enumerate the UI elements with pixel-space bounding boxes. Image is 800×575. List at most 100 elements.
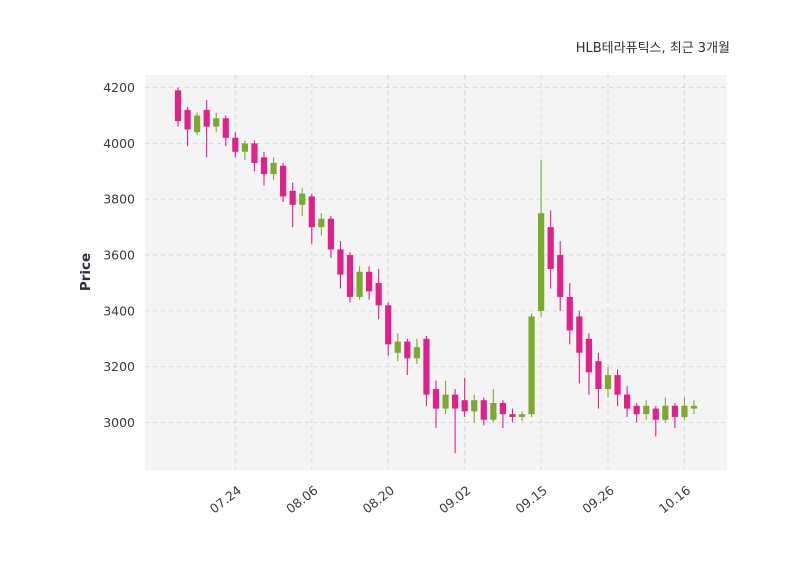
candle-down <box>499 400 506 429</box>
candle-down <box>595 352 602 409</box>
candle-down <box>671 403 678 429</box>
y-tick-label: 3600 <box>103 248 135 263</box>
candle-down <box>633 403 640 423</box>
candle-body <box>480 400 487 420</box>
candle-body <box>260 157 268 175</box>
x-tick-label: 07.24 <box>207 483 244 517</box>
candle-up <box>528 313 535 417</box>
candle-down <box>576 310 583 384</box>
candle-body <box>308 196 315 228</box>
x-tick-label: 09.15 <box>513 483 550 517</box>
candle-down <box>289 182 296 228</box>
y-tick-label: 3400 <box>103 303 135 318</box>
candle-body <box>614 375 621 395</box>
candle-body <box>566 296 573 331</box>
y-tick-label: 3200 <box>103 359 135 374</box>
candle-up <box>413 338 420 364</box>
candle-body <box>671 405 678 417</box>
candle-down <box>480 397 487 426</box>
candle-body <box>547 227 554 270</box>
candle-down <box>366 266 373 300</box>
chart-title: HLB테라퓨틱스, 최근 3개월 <box>576 41 730 56</box>
candle-body <box>662 405 669 420</box>
candle-body <box>633 405 640 415</box>
candle-up <box>681 397 688 420</box>
candle-body <box>471 400 478 412</box>
candle-down <box>509 408 516 423</box>
candle-down <box>547 210 554 289</box>
candle-body <box>604 375 612 390</box>
candle-body <box>652 408 659 420</box>
candle-down <box>385 302 392 356</box>
candle-up <box>518 411 526 422</box>
candle-down <box>184 107 191 147</box>
candle-body <box>643 405 650 415</box>
y-tick-label: 3000 <box>103 415 135 430</box>
candle-down <box>203 100 210 158</box>
candles-layer <box>174 87 698 454</box>
candle-up <box>604 366 612 398</box>
candle-body <box>432 389 440 409</box>
x-tick-label: 08.06 <box>283 483 320 517</box>
candle-down <box>337 241 344 289</box>
y-tick-label: 4200 <box>103 80 135 95</box>
candle-body <box>318 218 325 228</box>
candle-up <box>241 140 248 161</box>
candle-body <box>404 341 411 359</box>
candle-body <box>203 109 210 127</box>
candle-body <box>576 316 583 353</box>
candle-body <box>452 394 459 409</box>
candle-body <box>270 162 277 175</box>
candle-up <box>194 112 201 136</box>
x-tick-label: 09.26 <box>579 483 616 517</box>
candle-up <box>213 112 220 133</box>
candle-up <box>662 397 669 423</box>
candle-down <box>327 215 334 258</box>
candle-up <box>318 213 325 236</box>
candle-body <box>690 405 698 409</box>
candle-body <box>518 414 526 417</box>
candle-down <box>404 338 411 376</box>
candle-down <box>346 252 354 303</box>
candle-body <box>509 414 516 417</box>
candle-up <box>442 380 449 415</box>
candle-body <box>461 400 468 412</box>
candle-down <box>585 333 592 395</box>
candle-body <box>222 118 229 138</box>
candle-up <box>538 160 545 317</box>
candle-body <box>557 255 564 297</box>
candle-down <box>251 140 258 172</box>
candle-body <box>280 165 287 197</box>
candle-down <box>566 282 573 345</box>
x-tick-label: 08.20 <box>360 483 397 517</box>
candle-body <box>232 137 239 152</box>
candle-body <box>251 143 258 163</box>
candle-body <box>681 405 688 417</box>
candle-down <box>174 87 182 127</box>
candle-down <box>308 193 315 244</box>
candle-down <box>461 377 468 417</box>
candle-body <box>624 394 631 409</box>
candle-down <box>624 386 631 417</box>
candle-body <box>346 255 354 297</box>
candle-down <box>614 369 621 406</box>
candle-body <box>499 403 506 415</box>
candle-down <box>260 151 268 186</box>
candle-body <box>585 338 592 373</box>
candle-body <box>595 361 602 390</box>
candle-up <box>471 394 478 423</box>
candle-up <box>270 157 277 180</box>
candle-body <box>184 109 191 130</box>
candle-up <box>356 266 363 300</box>
candle-down <box>375 269 382 320</box>
candle-body <box>385 305 392 345</box>
candle-body <box>538 213 545 311</box>
candle-body <box>174 90 182 122</box>
candle-body <box>356 271 363 297</box>
candle-down <box>222 115 229 147</box>
candle-up <box>690 400 698 415</box>
candle-body <box>375 282 382 306</box>
candle-body <box>194 115 201 133</box>
candle-body <box>299 193 306 205</box>
